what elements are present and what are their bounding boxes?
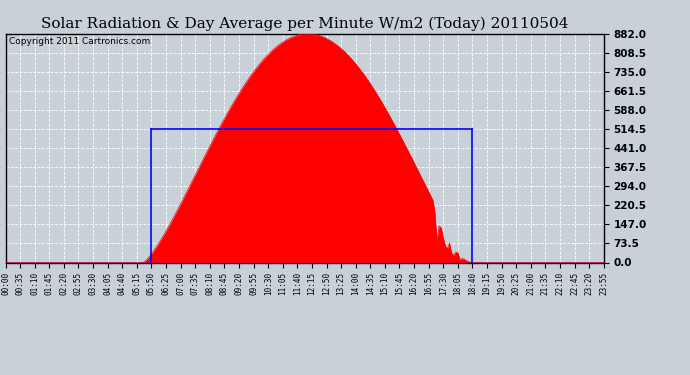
Text: Copyright 2011 Cartronics.com: Copyright 2011 Cartronics.com (8, 37, 150, 46)
Title: Solar Radiation & Day Average per Minute W/m2 (Today) 20110504: Solar Radiation & Day Average per Minute… (41, 17, 569, 31)
